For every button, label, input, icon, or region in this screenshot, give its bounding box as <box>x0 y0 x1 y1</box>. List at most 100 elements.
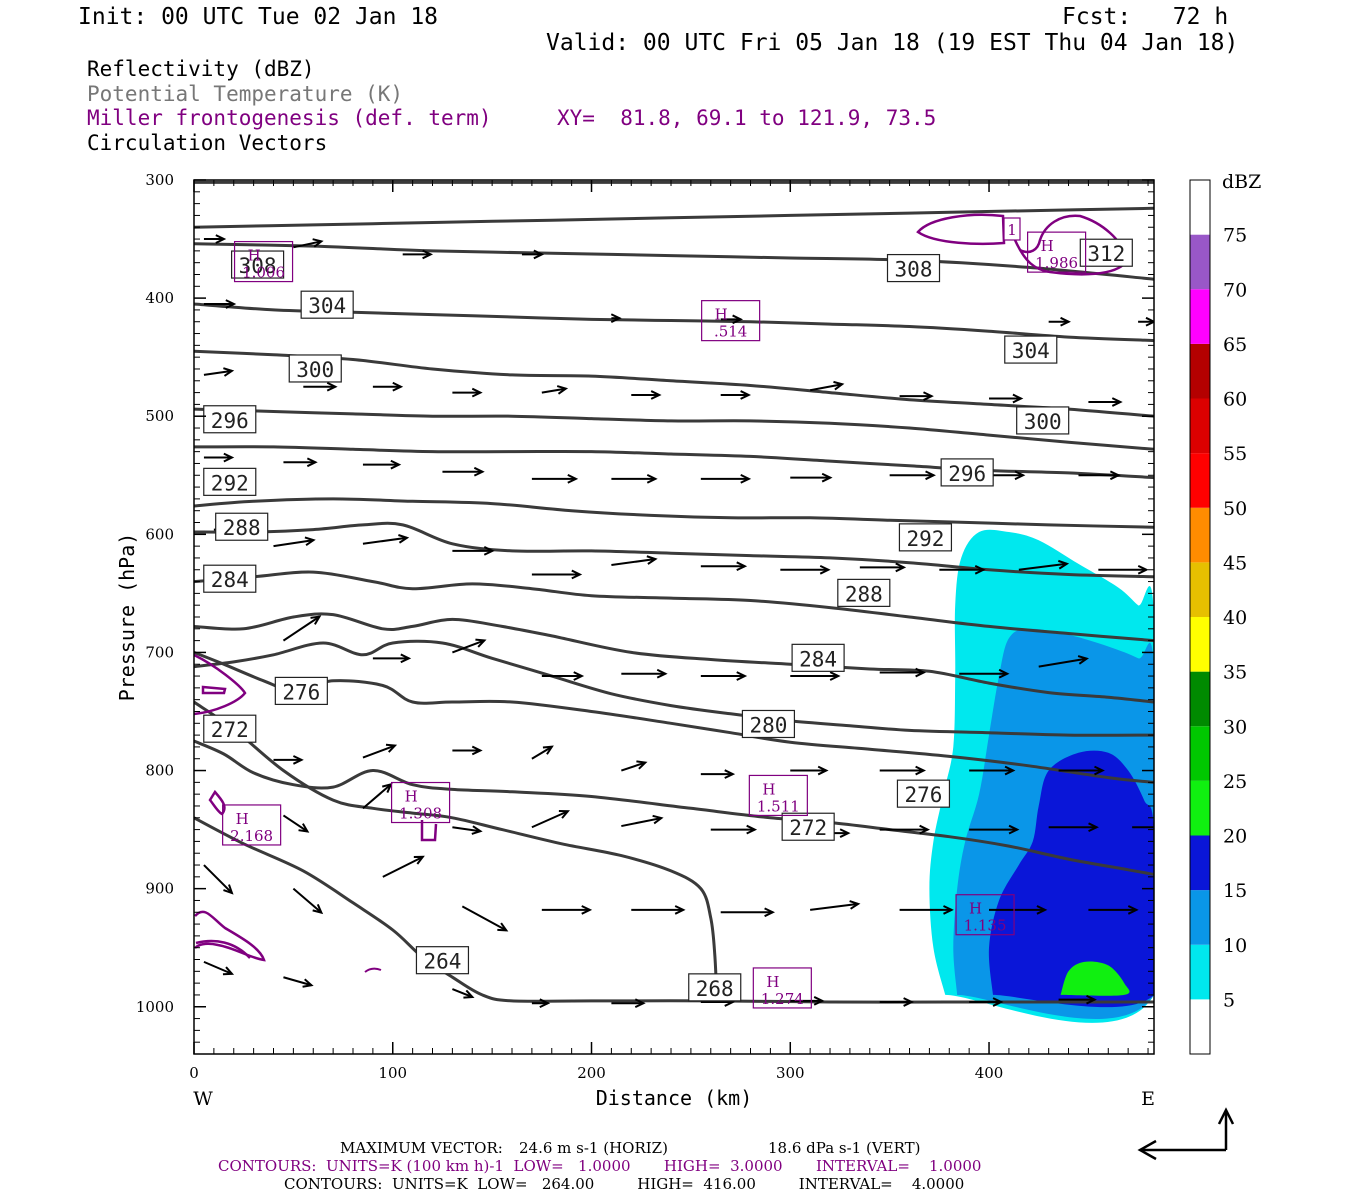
vector-shaft <box>203 864 233 894</box>
theta-label-text: 312 <box>1087 242 1125 266</box>
vector-head <box>222 966 235 976</box>
vector-head <box>483 546 495 556</box>
colorbar-level-label: 45 <box>1223 552 1247 574</box>
theta-label: 268 <box>688 973 742 1002</box>
vector-shaft <box>282 615 320 642</box>
theta-label-text: 284 <box>799 647 837 671</box>
theta-label: 300 <box>1016 406 1070 435</box>
circulation-vector <box>1088 905 1139 915</box>
theta-label-box <box>203 714 257 743</box>
vector-head <box>674 905 686 915</box>
vector-head <box>610 313 622 324</box>
fronto-maximum-box <box>752 967 812 1009</box>
legend-theta: Potential Temperature (K) <box>87 82 404 106</box>
vector-head <box>471 825 483 835</box>
circulation-vector <box>273 536 316 548</box>
vector-head <box>634 998 646 1009</box>
colorbar-level-label: 10 <box>1223 935 1247 957</box>
vector-head <box>740 390 752 400</box>
theta-label-box <box>274 676 328 706</box>
vector-head <box>736 671 748 681</box>
vector-head <box>312 904 324 915</box>
colorbar: 5 10 15 20 25 30 35 40 45 50 55 60 65 70 75 dBZ <box>1189 171 1261 1055</box>
colorbar-swatch <box>1190 890 1210 945</box>
circulation-vector <box>452 745 483 756</box>
vector-head <box>1145 316 1154 327</box>
circulation-vector <box>899 391 934 401</box>
vector-head <box>1137 564 1149 575</box>
theta-label-text: 308 <box>895 258 933 282</box>
vector-head <box>581 905 593 915</box>
circulation-vector <box>879 765 927 776</box>
theta-label-text: 272 <box>789 816 827 840</box>
fronto-maximum-box <box>222 804 282 846</box>
vector-head <box>1060 316 1071 327</box>
vector-head <box>223 884 234 895</box>
circulation-vector <box>700 671 748 681</box>
vector-shaft <box>531 810 569 829</box>
theta-contour-316 <box>194 242 1154 281</box>
fronto-maximum-h: H <box>405 788 418 806</box>
circulation-vector <box>1132 826 1154 829</box>
colorbar-swatch <box>1190 343 1210 399</box>
theta-contour-304 <box>194 407 1154 451</box>
vector-head <box>302 978 314 988</box>
vector-head <box>326 381 338 392</box>
fronto-contour <box>364 967 382 973</box>
fronto-maximum-value: 1.006 <box>242 264 285 282</box>
circulation-vector <box>452 988 475 999</box>
vector-shaft <box>283 976 312 987</box>
fronto-maximum-value: 1.308 <box>399 805 442 823</box>
theta-label-box <box>415 946 470 975</box>
fronto-maximum: H1.986 <box>1027 231 1087 273</box>
fronto-contour <box>201 685 227 695</box>
theta-label-box <box>1004 335 1058 364</box>
circulation-vector <box>621 760 648 772</box>
vector-head <box>292 755 304 765</box>
axes: 300 400 500 600 700 800 900 1000 0 100 200 300 400 Di… <box>115 171 1155 1110</box>
vector-head <box>223 367 235 377</box>
theta-label-text: 268 <box>696 977 734 1001</box>
circulation-vector <box>531 745 554 760</box>
circulation-vector <box>283 457 318 468</box>
theta-contour-320 <box>194 206 1154 229</box>
fronto-maximum-h: H <box>969 900 982 918</box>
vector-head <box>829 671 841 681</box>
fronto-contour <box>916 213 1006 246</box>
circulation-vector <box>382 855 425 878</box>
theta-label-text: 292 <box>211 471 249 495</box>
colorbar-level-label: 65 <box>1223 334 1247 356</box>
max-vector-horiz: 24.6 m s-1 (HORIZ) <box>519 1139 668 1157</box>
circulation-vector <box>720 907 776 918</box>
theta-label-box <box>203 467 257 496</box>
fronto-maximum-value: 1.135 <box>964 917 1007 935</box>
theta-label-text: 288 <box>845 582 883 606</box>
vector-shaft <box>452 826 481 833</box>
vector-shaft <box>292 887 323 914</box>
fronto-maximum-box <box>390 781 451 824</box>
circulation-vector <box>989 905 1048 915</box>
y-tick-label: 900 <box>145 880 174 898</box>
fronto-maximum-h: H <box>236 810 249 828</box>
colorbar-swatch <box>1190 289 1210 344</box>
fronto-maximum: H1.135 <box>955 894 1015 936</box>
vector-head <box>992 997 1004 1007</box>
vector-shaft <box>611 558 656 567</box>
vector-head <box>533 249 545 260</box>
circulation-vector <box>531 809 570 829</box>
vector-head <box>764 907 776 918</box>
vector-head <box>413 855 425 865</box>
vector-head <box>1127 905 1139 915</box>
theta-label-box <box>288 354 342 383</box>
theta-label-box <box>688 973 742 1002</box>
fronto-contour <box>420 820 438 842</box>
vector-head <box>304 536 316 547</box>
vector-head <box>298 823 310 833</box>
colorbar-swatch <box>1190 780 1210 836</box>
theta-label: 288 <box>837 578 891 607</box>
legend-xy: XY= 81.8, 69.1 to 121.9, 73.5 <box>557 106 937 130</box>
circulation-vector <box>362 534 410 545</box>
fronto-maximum-h: H <box>762 780 775 798</box>
theta-label-box <box>231 250 285 279</box>
circulation-vector <box>303 381 338 392</box>
